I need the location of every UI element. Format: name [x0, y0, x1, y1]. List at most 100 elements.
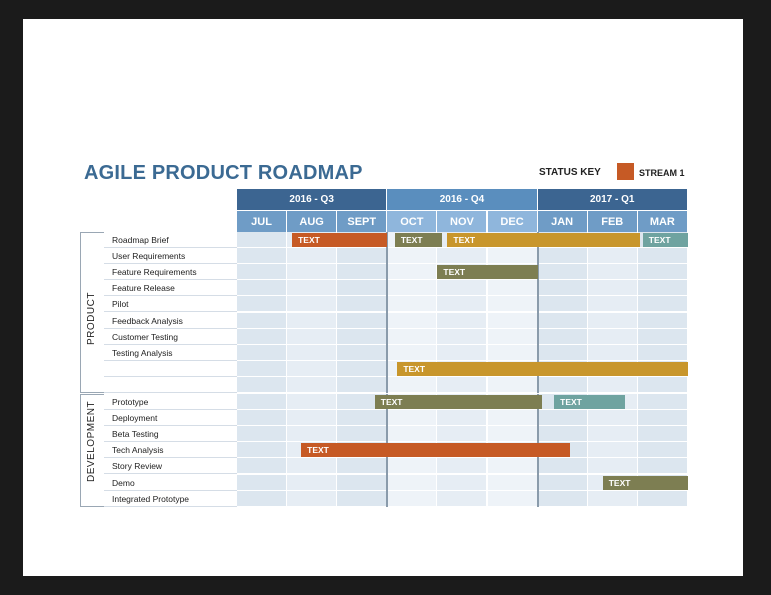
grid-cell: [537, 426, 588, 443]
grid-cell: [287, 360, 338, 377]
grid-cell: [237, 426, 288, 443]
grid-cell: [337, 458, 388, 475]
row-label: Integrated Prototype: [104, 491, 237, 507]
grid-cell: [287, 394, 338, 411]
grid-cell: [387, 264, 438, 281]
timeline-bar[interactable]: TEXT: [394, 233, 443, 247]
timeline-bar[interactable]: TEXT: [374, 395, 542, 409]
month-header: DEC: [487, 211, 537, 232]
grid-cell: [487, 296, 538, 313]
grid-cell: [487, 312, 538, 329]
grid-cell: [637, 248, 688, 265]
row-label: User Requirements: [104, 248, 237, 265]
grid-cell: [387, 248, 438, 265]
grid-cell: [387, 312, 438, 329]
grid-cell: [637, 296, 688, 313]
grid-cell: [337, 376, 388, 393]
grid-cell: [487, 410, 538, 427]
grid-cell: [437, 490, 488, 507]
grid-cell: [237, 410, 288, 427]
row-label: Deployment: [104, 410, 237, 427]
grid-cell: [337, 328, 388, 345]
grid-cell: [487, 474, 538, 491]
month-header: AUG: [287, 211, 337, 232]
grid-cell: [587, 490, 638, 507]
timeline-bar[interactable]: TEXT: [397, 361, 688, 376]
grid-cell: [587, 458, 638, 475]
quarter-divider: [536, 232, 539, 393]
grid-cell: [437, 458, 488, 475]
quarter-divider: [386, 232, 389, 393]
timeline-bar[interactable]: TEXT: [554, 395, 626, 409]
grid-cell: [537, 376, 588, 393]
grid-cell: [287, 426, 338, 443]
row-label: Roadmap Brief: [104, 232, 237, 248]
timeline-bar[interactable]: TEXT: [447, 233, 641, 247]
grid-cell: [487, 426, 538, 443]
grid-cell: [587, 328, 638, 345]
month-header: FEB: [587, 211, 637, 232]
month-header: NOV: [437, 211, 487, 232]
grid-cell: [587, 312, 638, 329]
roadmap-title: AGILE PRODUCT ROADMAP: [84, 162, 363, 184]
grid-cell: [637, 410, 688, 427]
grid-cell: [437, 474, 488, 491]
grid-cell: [287, 376, 338, 393]
stream-1-swatch: [617, 163, 634, 180]
grid-cell: [337, 344, 388, 361]
grid-cell: [237, 344, 288, 361]
grid-cell: [637, 426, 688, 443]
grid-cell: [387, 426, 438, 443]
grid-cell: [287, 264, 338, 281]
grid-cell: [537, 410, 588, 427]
grid-cell: [537, 474, 588, 491]
grid-cell: [437, 344, 488, 361]
grid-cell: [537, 490, 588, 507]
grid-cell: [237, 490, 288, 507]
grid-cell: [287, 280, 338, 297]
grid-cell: [537, 296, 588, 313]
grid-cell: [437, 426, 488, 443]
grid-cell: [587, 248, 638, 265]
row-label: Story Review: [104, 458, 237, 475]
section-bracket: [80, 232, 104, 393]
grid-cell: [287, 410, 338, 427]
month-header: JUL: [237, 211, 287, 232]
grid-cell: [537, 280, 588, 297]
timeline-bar[interactable]: TEXT: [437, 265, 538, 280]
grid-cell: [437, 296, 488, 313]
grid-cell: [637, 442, 688, 459]
grid-cell: [637, 264, 688, 281]
grid-cell: [587, 264, 638, 281]
grid-cell: [637, 280, 688, 297]
status-key-label: STATUS KEY: [539, 167, 601, 178]
timeline-bar[interactable]: TEXT: [292, 233, 388, 247]
grid-cell: [337, 248, 388, 265]
grid-cell: [237, 474, 288, 491]
grid-cell: [637, 490, 688, 507]
row-label: Feature Requirements: [104, 264, 237, 281]
row-label: Tech Analysis: [104, 442, 237, 459]
grid-cell: [237, 248, 288, 265]
grid-cell: [387, 474, 438, 491]
quarter-header: 2016 - Q4: [387, 189, 537, 210]
grid-cell: [387, 296, 438, 313]
grid-cell: [537, 344, 588, 361]
row-label: Beta Testing: [104, 426, 237, 443]
timeline-bar[interactable]: TEXT: [642, 233, 688, 247]
timeline-bar[interactable]: TEXT: [301, 443, 571, 458]
grid-cell: [587, 426, 638, 443]
grid-cell: [287, 248, 338, 265]
grid-cell: [287, 328, 338, 345]
grid-cell: [537, 248, 588, 265]
timeline-bar[interactable]: TEXT: [602, 475, 688, 490]
grid-cell: [487, 376, 538, 393]
grid-cell: [587, 442, 638, 459]
row-label: [104, 361, 237, 377]
grid-cell: [487, 458, 538, 475]
row-label: Demo: [104, 475, 237, 491]
grid-cell: [487, 280, 538, 297]
grid-cell: [637, 376, 688, 393]
grid-cell: [537, 312, 588, 329]
grid-cell: [337, 312, 388, 329]
